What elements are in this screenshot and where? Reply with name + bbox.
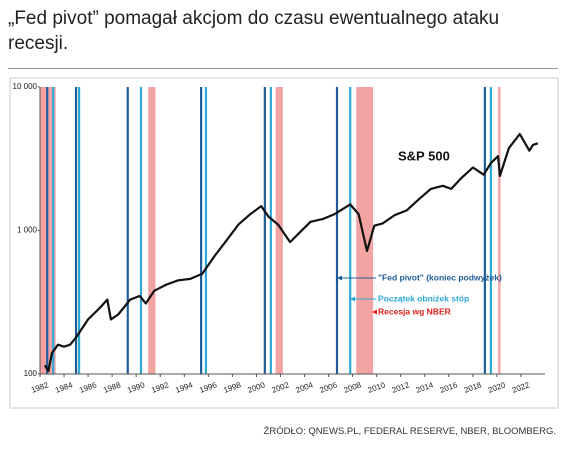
x-tick-label: 1986 (78, 380, 98, 395)
x-tick-label: 2022 (511, 380, 531, 395)
x-tick-label: 2020 (487, 380, 507, 395)
recession-band (148, 87, 156, 374)
x-tick-label: 2010 (367, 380, 387, 395)
legend-arrowhead (337, 275, 342, 281)
series-label: S&P 500 (398, 148, 450, 163)
source: ŹRÓDŁO: QNEWS.PL, FEDERAL RESERVE, NBER,… (263, 426, 556, 437)
series-line (43, 133, 539, 373)
legend-label: "Fed pivot" (koniec podwyżek) (378, 272, 502, 282)
y-tick-label: 100 (24, 369, 38, 378)
x-tick-label: 2006 (319, 380, 339, 395)
x-tick-label: 1988 (102, 380, 122, 395)
x-tick-label: 2016 (439, 380, 459, 395)
y-tick-label: 1 000 (17, 226, 38, 235)
x-tick-label: 1984 (54, 380, 74, 395)
legend-arrowhead (350, 296, 355, 302)
x-tick-label: 2018 (463, 380, 483, 395)
x-tick-label: 2008 (343, 380, 363, 395)
x-tick-label: 1996 (198, 380, 218, 395)
x-tick-label: 1992 (150, 380, 170, 395)
divider (8, 68, 558, 69)
x-tick-label: 2002 (270, 380, 290, 395)
x-tick-label: 2014 (415, 380, 435, 395)
x-tick-label: 1998 (222, 380, 242, 395)
title: „Fed pivot” pomagał akcjom do czasu ewen… (8, 8, 500, 54)
legend-arrowhead (372, 309, 377, 315)
recession-band (356, 87, 374, 374)
recession-band (275, 87, 283, 374)
chart-frame (9, 77, 559, 409)
x-tick-label: 1990 (126, 380, 146, 395)
x-tick-label: 2004 (294, 380, 314, 395)
recession-band (498, 87, 501, 374)
x-tick-label: 2000 (246, 380, 266, 395)
x-tick-label: 2012 (391, 380, 411, 395)
x-tick-label: 1982 (30, 380, 50, 395)
y-tick-label: 10 000 (13, 82, 38, 91)
legend-label: Recesja wg NBER (378, 306, 451, 316)
x-tick-label: 1994 (174, 380, 194, 395)
legend-label: Początek obniżek stóp (378, 293, 469, 303)
